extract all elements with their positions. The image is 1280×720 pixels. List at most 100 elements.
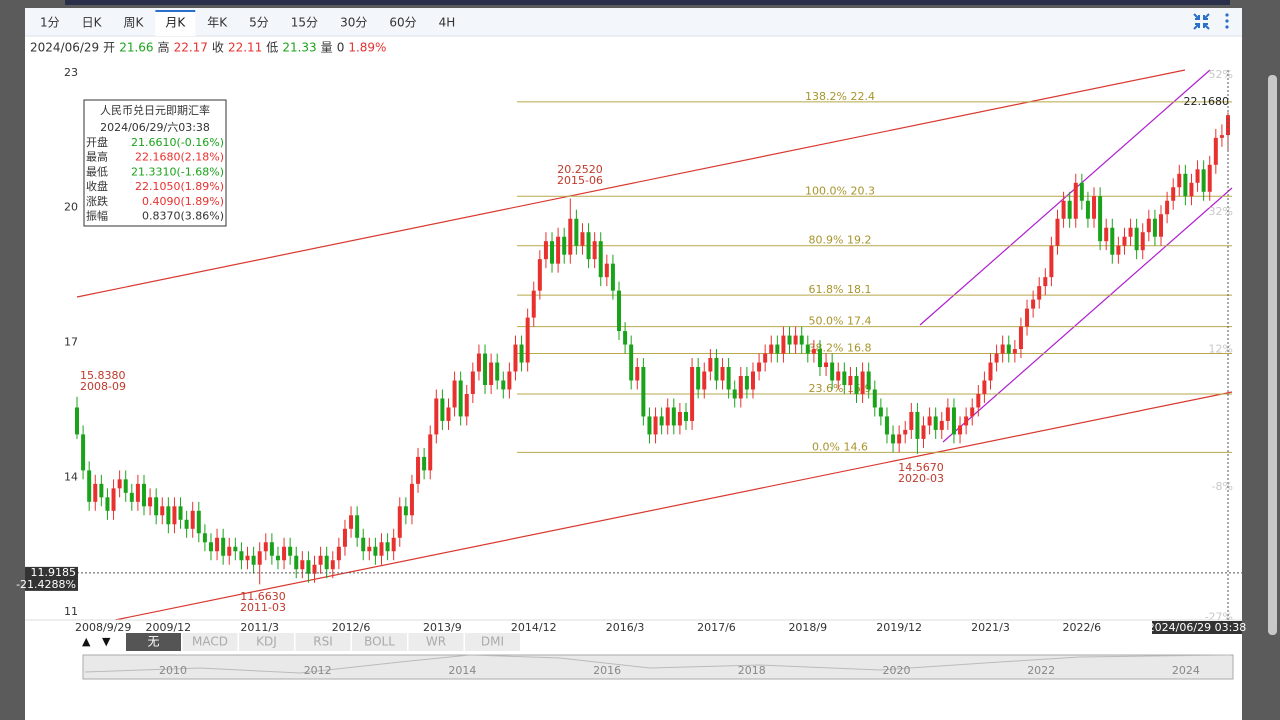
candle-body [483, 353, 488, 385]
candle-body [269, 542, 274, 556]
header-item: 22.11 [228, 41, 262, 55]
candle-body [1049, 245, 1054, 278]
x-tick-label: 2021/3 [971, 621, 1010, 634]
indicator-tab-bg[interactable] [408, 633, 464, 651]
candle-body [1098, 196, 1103, 242]
candle-body [641, 367, 646, 417]
candle-body [1213, 137, 1218, 165]
indicator-tab[interactable]: 无 [147, 635, 159, 649]
time-tab[interactable]: 60分 [389, 16, 416, 30]
fib-label: 0.0% 14.6 [812, 440, 868, 453]
indicator-tab[interactable]: WR [426, 635, 446, 649]
candle-body [653, 416, 658, 435]
candle-body [683, 411, 688, 421]
candle-body [379, 542, 384, 556]
scrollbar[interactable] [1268, 75, 1277, 635]
indicator-tab[interactable]: KDJ [256, 635, 277, 649]
candle-body [1055, 218, 1060, 246]
time-tab[interactable]: 5分 [249, 16, 269, 30]
candle-body [184, 519, 189, 529]
candle-body [367, 546, 372, 552]
indicator-tab-bg[interactable] [182, 633, 238, 651]
info-value: 0.8370(3.86%) [142, 210, 224, 223]
candle-body [1128, 227, 1133, 237]
indicator-tab[interactable]: BOLL [364, 635, 395, 649]
candle-body [702, 371, 707, 390]
candle-body [738, 376, 743, 399]
candle-body [958, 425, 963, 435]
time-tab[interactable]: 1分 [40, 16, 60, 30]
candle-body [696, 367, 701, 390]
time-tab[interactable]: 月K [165, 16, 186, 30]
header-item: 量 [321, 41, 333, 55]
candle-body [592, 241, 597, 260]
candle-body [988, 362, 993, 381]
scroll-arrow[interactable]: ▼ [102, 635, 111, 648]
x-tick-label: 2011/3 [240, 621, 279, 634]
x-tick-label: 2017/6 [697, 621, 736, 634]
indicator-tab-bg[interactable] [465, 633, 520, 651]
scroll-arrow[interactable]: ▲ [82, 635, 91, 648]
expand-icon[interactable] [1193, 13, 1210, 30]
candle-body [623, 331, 628, 345]
info-title: 人民币兑日元即期汇率 [100, 103, 210, 117]
indicator-tab-bg[interactable] [239, 633, 294, 651]
indicator-tab-bg[interactable] [126, 633, 181, 651]
candle-body [1146, 218, 1151, 233]
candle-body [556, 236, 561, 264]
candle-body [403, 506, 408, 516]
time-tab[interactable]: 4H [439, 16, 456, 30]
channel-lines [76, 69, 1233, 621]
candle-body [848, 376, 853, 385]
time-tab[interactable]: 年K [207, 16, 228, 30]
candle-body [215, 537, 220, 552]
candle-body [744, 376, 749, 390]
candle-body [154, 497, 159, 516]
time-tab[interactable]: 15分 [291, 16, 318, 30]
info-box [83, 99, 227, 227]
navigator-year: 2018 [738, 664, 766, 677]
indicator-tab[interactable]: RSI [313, 635, 333, 649]
candle-body [933, 416, 938, 430]
indicator-tab-bg[interactable] [295, 633, 351, 651]
candle-body [574, 218, 579, 246]
candle-body [1018, 326, 1023, 350]
candle-body [239, 551, 244, 561]
menu-icon[interactable] [1225, 13, 1229, 29]
candle-body [671, 407, 676, 426]
candle-body [263, 542, 268, 552]
candle-body [604, 263, 609, 278]
header-item: 21.33 [282, 41, 316, 55]
info-value: 0.4090(1.89%) [142, 195, 224, 208]
candle-body [878, 407, 883, 417]
candle-body [1171, 187, 1176, 201]
indicator-tab-bg[interactable] [352, 633, 407, 651]
x-tick-label: 2019/12 [876, 621, 922, 634]
time-tab[interactable]: 30分 [340, 16, 367, 30]
time-tab[interactable]: 周K [124, 16, 145, 30]
indicator-tab[interactable]: MACD [192, 635, 228, 649]
candle-body [117, 479, 122, 489]
candle-body [495, 362, 500, 381]
candle-body [531, 290, 536, 318]
indicator-tab[interactable]: DMI [481, 635, 504, 649]
candle-body [458, 380, 463, 417]
candle-body [635, 367, 640, 381]
candle-body [866, 371, 871, 390]
candle-body [1195, 169, 1200, 183]
candle-body [275, 555, 280, 561]
x-tick-label: 2013/9 [423, 621, 462, 634]
candle-body [123, 479, 128, 493]
candle-body [221, 537, 226, 556]
candle-body [872, 389, 877, 408]
candle-body [288, 546, 293, 556]
candle-body [915, 411, 920, 439]
candle-body [1116, 245, 1121, 255]
time-tab[interactable]: 日K [82, 16, 103, 30]
candle-body [294, 555, 299, 570]
candle-body [1122, 236, 1127, 246]
candle-body [1104, 227, 1109, 242]
candle-body [1037, 286, 1042, 300]
candle-body [617, 290, 622, 332]
